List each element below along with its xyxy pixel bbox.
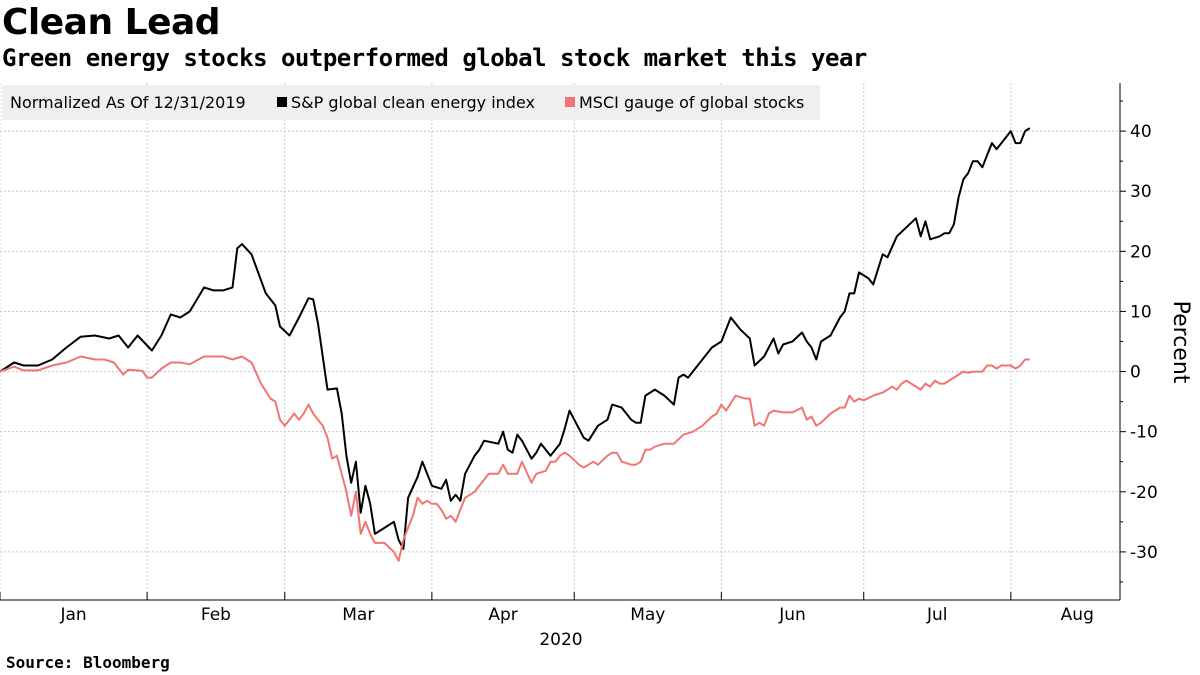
y-tick-label: -30: [1130, 543, 1158, 563]
series-line-0: [0, 127, 1031, 550]
chart-subtitle: Green energy stocks outperformed global …: [2, 44, 867, 72]
x-tick-label-feb: Feb: [201, 605, 231, 625]
x-tick-label-mar: Mar: [342, 605, 374, 625]
x-tick-label-apr: Apr: [488, 605, 517, 625]
x-tick-label-jul: Jul: [926, 605, 948, 625]
y-tick-label: 30: [1130, 182, 1152, 202]
x-axis-title: 2020: [539, 630, 582, 650]
series-lines: [0, 127, 1031, 562]
x-tick-label-jan: Jan: [59, 605, 86, 625]
y-tick-label: -10: [1130, 423, 1158, 443]
source-note: Source: Bloomberg: [6, 653, 170, 672]
legend-swatch-series-0: [277, 97, 287, 107]
x-tick-label-may: May: [630, 605, 665, 625]
x-tick-label-aug: Aug: [1061, 605, 1094, 625]
legend-note: Normalized As Of 12/31/2019: [10, 93, 246, 112]
legend-label-series-0: S&P global clean energy index: [291, 93, 535, 112]
axes: [0, 83, 1121, 601]
y-tick-label: 20: [1130, 242, 1152, 262]
y-tick-label: 0: [1130, 363, 1141, 383]
x-tick-label-jun: Jun: [778, 605, 806, 625]
legend-label-series-1: MSCI gauge of global stocks: [579, 93, 804, 112]
legend-background: [2, 85, 820, 120]
legend: Normalized As Of 12/31/2019 S&P global c…: [2, 85, 820, 120]
grid: [0, 83, 1120, 600]
y-tick-label: 40: [1130, 122, 1152, 142]
y-ticks: -30 -20 -10 0 10 20 30 40: [1120, 100, 1158, 583]
x-ticks: Jan Feb Mar Apr May Jun Jul Aug: [0, 592, 1094, 625]
y-axis-title: Percent: [1168, 301, 1193, 384]
y-tick-label: 10: [1130, 302, 1152, 322]
chart-title: Clean Lead: [2, 2, 221, 43]
legend-swatch-series-1: [565, 97, 575, 107]
series-line-1: [0, 355, 1030, 562]
y-tick-label: -20: [1130, 483, 1158, 503]
